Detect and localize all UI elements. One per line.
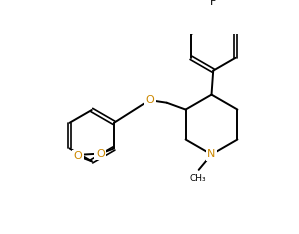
Text: O: O: [74, 151, 83, 161]
Text: O: O: [96, 149, 105, 159]
Text: F: F: [210, 0, 216, 7]
Text: CH₃: CH₃: [190, 174, 206, 183]
Text: O: O: [145, 95, 154, 105]
Text: N: N: [207, 150, 216, 159]
